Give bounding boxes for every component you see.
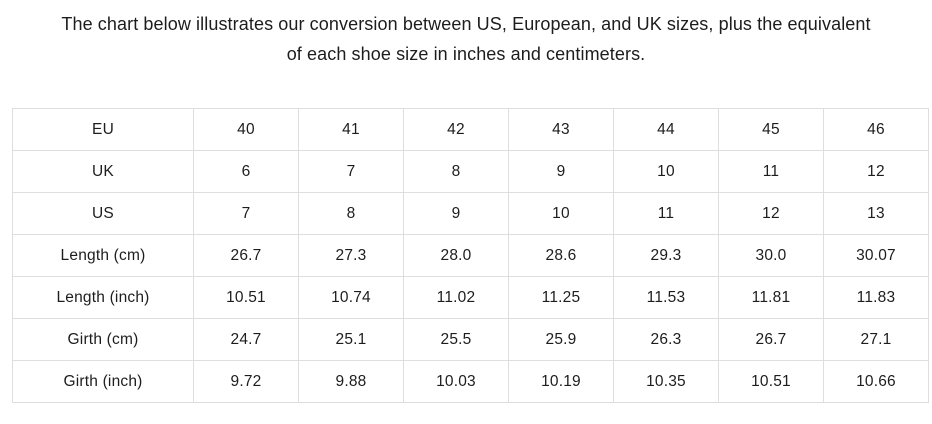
table-cell: 9 — [403, 192, 509, 235]
table-cell: 26.3 — [613, 318, 719, 361]
table-cell: 42 — [403, 108, 509, 151]
table-cell: 13 — [823, 192, 929, 235]
table-row-eu: EU 40 41 42 43 44 45 46 — [12, 108, 929, 151]
table-row-girth-inch: Girth (inch) 9.72 9.88 10.03 10.19 10.35… — [12, 360, 929, 403]
page-title: The chart below illustrates our conversi… — [0, 0, 932, 69]
row-label: Length (cm) — [12, 234, 194, 277]
table-row-length-cm: Length (cm) 26.7 27.3 28.0 28.6 29.3 30.… — [12, 234, 929, 277]
table-cell: 25.9 — [508, 318, 614, 361]
table-cell: 10.74 — [298, 276, 404, 319]
table-cell: 9 — [508, 150, 614, 193]
table-cell: 10.51 — [193, 276, 299, 319]
page-title-line-1: The chart below illustrates our conversi… — [61, 14, 871, 34]
table-cell: 24.7 — [193, 318, 299, 361]
table-cell: 10.66 — [823, 360, 929, 403]
table-cell: 9.72 — [193, 360, 299, 403]
table-cell: 29.3 — [613, 234, 719, 277]
row-label: Length (inch) — [12, 276, 194, 319]
table-cell: 26.7 — [718, 318, 824, 361]
table-cell: 10.35 — [613, 360, 719, 403]
row-label: UK — [12, 150, 194, 193]
table-cell: 10.19 — [508, 360, 614, 403]
table-cell: 43 — [508, 108, 614, 151]
table-cell: 11.25 — [508, 276, 614, 319]
table-cell: 10 — [508, 192, 614, 235]
table-cell: 11.53 — [613, 276, 719, 319]
table-cell: 11 — [718, 150, 824, 193]
table-cell: 28.6 — [508, 234, 614, 277]
table-cell: 12 — [718, 192, 824, 235]
table-cell: 10.03 — [403, 360, 509, 403]
table-cell: 27.3 — [298, 234, 404, 277]
table-cell: 11 — [613, 192, 719, 235]
size-conversion-table: EU 40 41 42 43 44 45 46 UK 6 7 8 9 10 11… — [12, 108, 929, 403]
table-row-us: US 7 8 9 10 11 12 13 — [12, 192, 929, 235]
table-cell: 41 — [298, 108, 404, 151]
table-cell: 9.88 — [298, 360, 404, 403]
table-cell: 40 — [193, 108, 299, 151]
table-cell: 25.5 — [403, 318, 509, 361]
row-label: EU — [12, 108, 194, 151]
table-cell: 26.7 — [193, 234, 299, 277]
table-cell: 10.51 — [718, 360, 824, 403]
table-row-length-inch: Length (inch) 10.51 10.74 11.02 11.25 11… — [12, 276, 929, 319]
table-cell: 27.1 — [823, 318, 929, 361]
table-row-uk: UK 6 7 8 9 10 11 12 — [12, 150, 929, 193]
table-cell: 11.81 — [718, 276, 824, 319]
table-cell: 10 — [613, 150, 719, 193]
table-cell: 6 — [193, 150, 299, 193]
table-cell: 8 — [298, 192, 404, 235]
table-cell: 30.0 — [718, 234, 824, 277]
table-cell: 12 — [823, 150, 929, 193]
table-cell: 11.02 — [403, 276, 509, 319]
table-cell: 28.0 — [403, 234, 509, 277]
table-cell: 8 — [403, 150, 509, 193]
table-cell: 46 — [823, 108, 929, 151]
row-label: Girth (inch) — [12, 360, 194, 403]
table-cell: 25.1 — [298, 318, 404, 361]
table-cell: 7 — [298, 150, 404, 193]
table-cell: 11.83 — [823, 276, 929, 319]
row-label: US — [12, 192, 194, 235]
table-cell: 30.07 — [823, 234, 929, 277]
page-title-line-2: of each shoe size in inches and centimet… — [286, 44, 646, 64]
table-cell: 44 — [613, 108, 719, 151]
row-label: Girth (cm) — [12, 318, 194, 361]
table-row-girth-cm: Girth (cm) 24.7 25.1 25.5 25.9 26.3 26.7… — [12, 318, 929, 361]
table-cell: 45 — [718, 108, 824, 151]
table-cell: 7 — [193, 192, 299, 235]
